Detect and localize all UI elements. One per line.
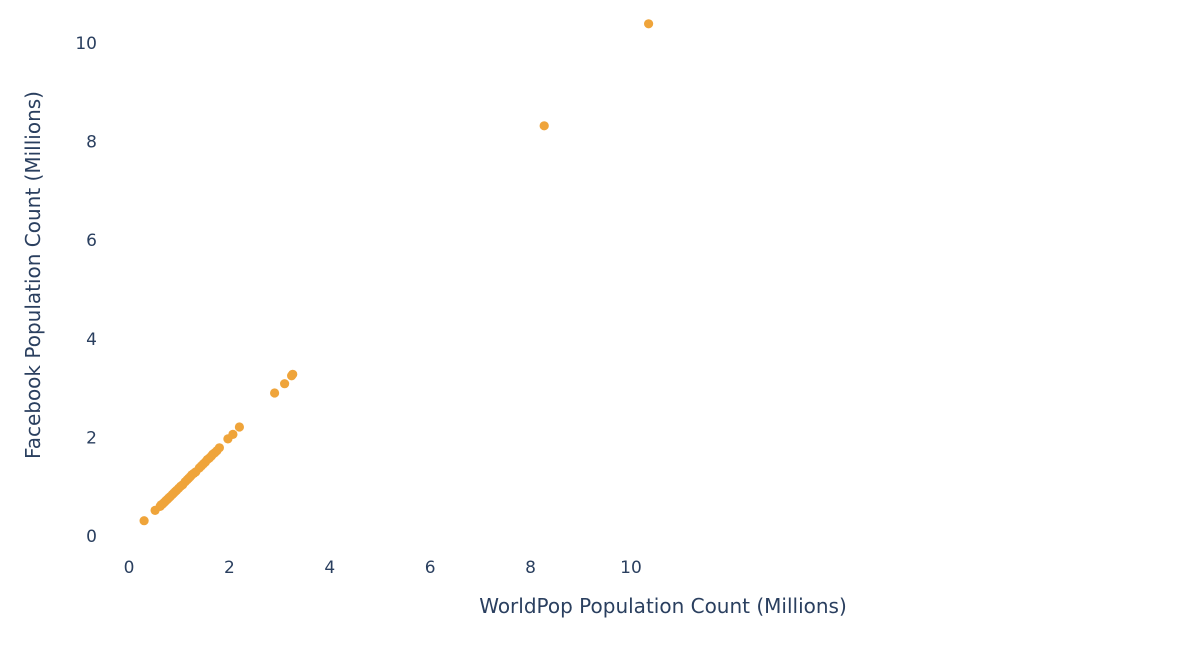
- x-tick-label: 0: [124, 558, 135, 578]
- scatter-point: [139, 516, 149, 526]
- y-tick-label: 6: [86, 231, 97, 251]
- x-axis-title: WorldPop Population Count (Millions): [479, 594, 847, 618]
- x-tick-label: 8: [525, 558, 536, 578]
- x-axis-ticks: 0 2 4 6 8 10: [124, 558, 642, 578]
- y-tick-label: 8: [86, 133, 97, 153]
- scatter-point: [539, 121, 549, 131]
- scatter-point: [644, 19, 654, 29]
- y-tick-label: 10: [75, 34, 97, 54]
- scatter-point: [228, 429, 238, 439]
- x-tick-label: 10: [620, 558, 642, 578]
- x-tick-label: 4: [324, 558, 335, 578]
- scatter-point: [288, 369, 298, 379]
- scatter-point: [270, 388, 280, 398]
- data-points: [139, 19, 654, 526]
- scatter-point: [280, 379, 290, 389]
- scatter-point: [214, 443, 224, 453]
- scatter-point: [234, 422, 244, 432]
- y-tick-label: 0: [86, 527, 97, 547]
- y-tick-label: 4: [86, 330, 97, 350]
- y-axis-title: Facebook Population Count (Millions): [21, 91, 45, 459]
- y-tick-label: 2: [86, 428, 97, 448]
- x-tick-label: 2: [224, 558, 235, 578]
- y-axis-ticks: 0 2 4 6 8 10: [75, 34, 97, 547]
- x-tick-label: 6: [425, 558, 436, 578]
